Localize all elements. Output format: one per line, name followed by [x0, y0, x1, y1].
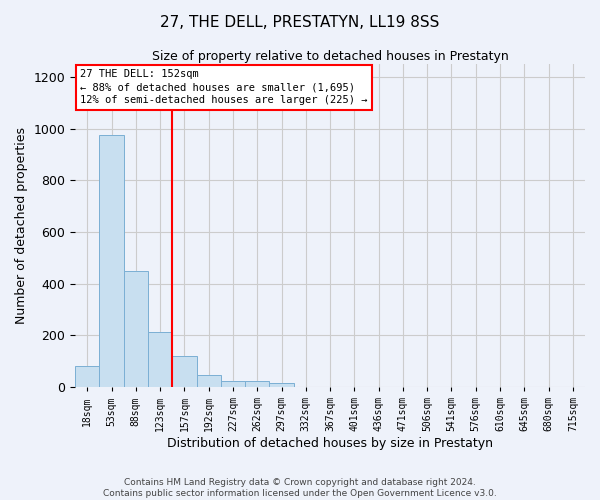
Text: Contains HM Land Registry data © Crown copyright and database right 2024.
Contai: Contains HM Land Registry data © Crown c…	[103, 478, 497, 498]
Text: 27 THE DELL: 152sqm
← 88% of detached houses are smaller (1,695)
12% of semi-det: 27 THE DELL: 152sqm ← 88% of detached ho…	[80, 69, 368, 106]
Bar	[75, 366, 100, 387]
Bar	[124, 271, 148, 387]
Bar	[100, 135, 124, 387]
Bar	[197, 375, 221, 387]
Bar	[245, 382, 269, 387]
X-axis label: Distribution of detached houses by size in Prestatyn: Distribution of detached houses by size …	[167, 437, 493, 450]
Title: Size of property relative to detached houses in Prestatyn: Size of property relative to detached ho…	[152, 50, 508, 63]
Bar	[269, 384, 293, 387]
Bar	[148, 332, 172, 387]
Text: 27, THE DELL, PRESTATYN, LL19 8SS: 27, THE DELL, PRESTATYN, LL19 8SS	[160, 15, 440, 30]
Bar	[221, 380, 245, 387]
Bar	[172, 356, 197, 387]
Y-axis label: Number of detached properties: Number of detached properties	[15, 127, 28, 324]
